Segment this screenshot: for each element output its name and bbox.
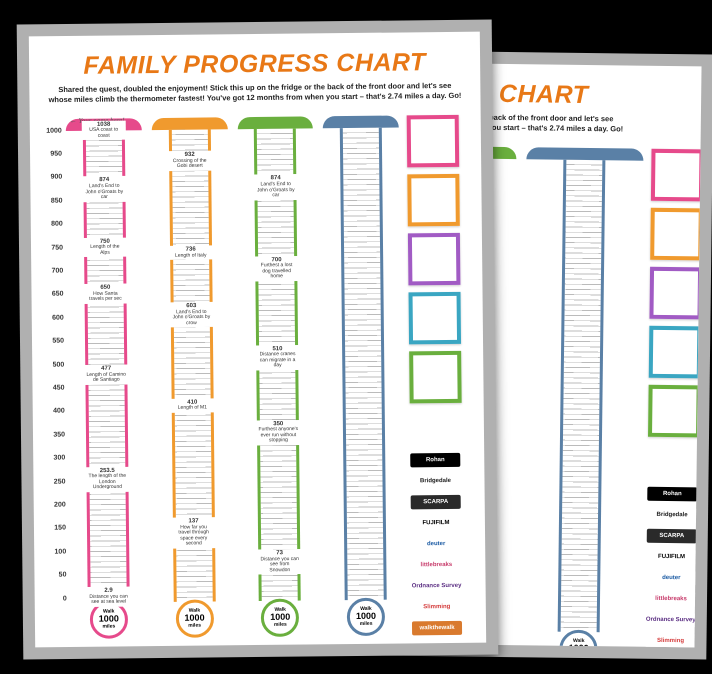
y-tick: 700	[52, 267, 64, 274]
milestone: 477Length of Camino de Santiago	[84, 365, 128, 385]
sponsor-logo: SCARPA	[647, 528, 697, 543]
y-tick: 500	[53, 361, 65, 368]
thermo-cap	[323, 115, 399, 128]
milestone: 1038USA coast to coast	[82, 120, 126, 140]
chart-area-front: 0 50 100 150 200 250 300 350 400 450 500 550 600 650 7…	[44, 114, 472, 638]
thermo-track	[340, 127, 387, 599]
thermometer: ← Your name here!1038USA coast to coast8…	[66, 118, 147, 639]
poster-front: FAMILY PROGRESS CHART Shared the quest, …	[17, 20, 499, 660]
y-tick: 800	[51, 221, 63, 228]
thermo-bulb: Walk1000miles	[175, 599, 213, 637]
milestone: 874Land's End to John o'Groats by car	[82, 176, 126, 202]
y-tick: 250	[54, 478, 66, 485]
y-tick: 600	[52, 314, 64, 321]
sponsor-logo: SCARPA	[411, 494, 461, 509]
thermometer: Walk1000miles	[323, 115, 404, 636]
thermo-track	[558, 159, 606, 631]
thermo-track: 1038USA coast to coast874Land's End to J…	[83, 130, 130, 602]
sponsor-logo: littlebreaks	[411, 557, 461, 572]
thermometers-row: ← Your name here!1038USA coast to coast8…	[66, 115, 404, 638]
milestone: 73Distance you can see from Snowdon	[258, 549, 302, 575]
photo-box	[408, 232, 461, 285]
milestone: 750Length of the Alps	[83, 237, 127, 257]
y-tick: 200	[54, 501, 66, 508]
y-tick: 750	[51, 244, 63, 251]
side-column: Rohan Bridgedale SCARPA FUJIFILM deuter littl…	[645, 148, 701, 647]
photo-box	[409, 291, 462, 344]
photo-box	[649, 266, 701, 319]
milestone: 2.9Distance you can see at sea level	[86, 587, 130, 607]
y-tick: 300	[54, 455, 66, 462]
sponsor-logo: walkthewalk	[412, 620, 462, 635]
page-front: FAMILY PROGRESS CHART Shared the quest, …	[29, 32, 486, 648]
milestone: 510Distance cranes can migrate in a day	[255, 345, 299, 371]
sponsor-logo: deuter	[646, 570, 696, 585]
sponsor-logo: Ordnance Survey	[646, 612, 696, 627]
milestone: 874Land's End to John o'Groats by car	[254, 174, 298, 200]
photo-box	[409, 350, 462, 403]
photo-box	[650, 207, 701, 260]
thermo-bulb: Walk1000miles	[559, 629, 597, 647]
photo-box	[649, 325, 702, 378]
thermometer: 932Crossing of the Gobi desert 736Length …	[151, 117, 232, 638]
milestone: 932Crossing of the Gobi desert	[168, 151, 212, 171]
side-spacer	[410, 409, 470, 446]
milestone: 253.5The length of the London Undergroun…	[85, 467, 129, 493]
y-tick: 1000	[46, 127, 62, 134]
milestone: 137How far you travel through space ever…	[171, 518, 215, 549]
sponsor-logo: deuter	[411, 536, 461, 551]
y-tick: 350	[53, 431, 65, 438]
thermo-cap	[151, 117, 227, 130]
thermo-bulb: Walk1000miles	[347, 597, 385, 635]
photo-box	[407, 114, 460, 167]
y-tick: 50	[59, 572, 67, 579]
milestone: 736Length of Italy	[169, 245, 213, 260]
sponsor-logo: Slimming	[412, 599, 462, 614]
milestone: 700Furthest a lost dog travelled home	[255, 256, 299, 282]
photo-box	[651, 148, 702, 201]
y-tick: 400	[53, 408, 65, 415]
side-spacer	[647, 443, 701, 480]
sponsor-logo: Bridgedale	[410, 473, 460, 488]
photo-box	[407, 173, 460, 226]
y-tick: 550	[52, 338, 64, 345]
y-tick: 150	[54, 525, 66, 532]
sponsor-logo: littlebreaks	[646, 591, 696, 606]
y-tick: 0	[63, 595, 67, 602]
side-column: Rohan Bridgedale SCARPA FUJIFILM deuter littl…	[407, 114, 472, 635]
thermo-cap	[526, 147, 644, 160]
sponsor-logo: Rohan	[410, 452, 460, 467]
thermo-track: 874Land's End to John o'Groats by car 700…	[254, 128, 301, 600]
milestone: 650How Santa travels per sec	[83, 284, 127, 304]
milestone: 350Furthest anyone's ever run without st…	[256, 420, 300, 446]
y-tick: 900	[51, 174, 63, 181]
thermo-track: 932Crossing of the Gobi desert 736Length …	[168, 129, 215, 601]
sponsor-logo: Bridgedale	[647, 507, 697, 522]
milestone: 603Land's End to John o'Groats by crow	[169, 302, 213, 328]
thermometer: 874Land's End to John o'Groats by car 700…	[237, 116, 318, 637]
y-tick: 650	[52, 291, 64, 298]
thermometer: Walk1000miles	[520, 147, 644, 648]
sponsor-logo: Ordnance Survey	[412, 578, 462, 593]
milestone: 410Length of M1	[170, 398, 214, 413]
sponsor-logo: FUJIFILM	[411, 515, 461, 530]
y-tick: 450	[53, 384, 65, 391]
sponsor-logo: FUJIFILM	[646, 549, 696, 564]
chart-title: FAMILY PROGRESS CHART	[43, 50, 466, 79]
chart-subtitle: Shared the quest, doubled the enjoyment!…	[43, 81, 466, 105]
photo-box	[648, 384, 701, 437]
y-tick: 850	[51, 197, 63, 204]
sponsor-logo: Rohan	[647, 486, 697, 501]
y-tick: 950	[50, 150, 62, 157]
thermo-cap	[237, 116, 313, 129]
y-tick: 100	[54, 548, 66, 555]
thermo-bulb: Walk1000miles	[261, 598, 299, 636]
sponsor-logo: Slimming	[645, 633, 695, 647]
